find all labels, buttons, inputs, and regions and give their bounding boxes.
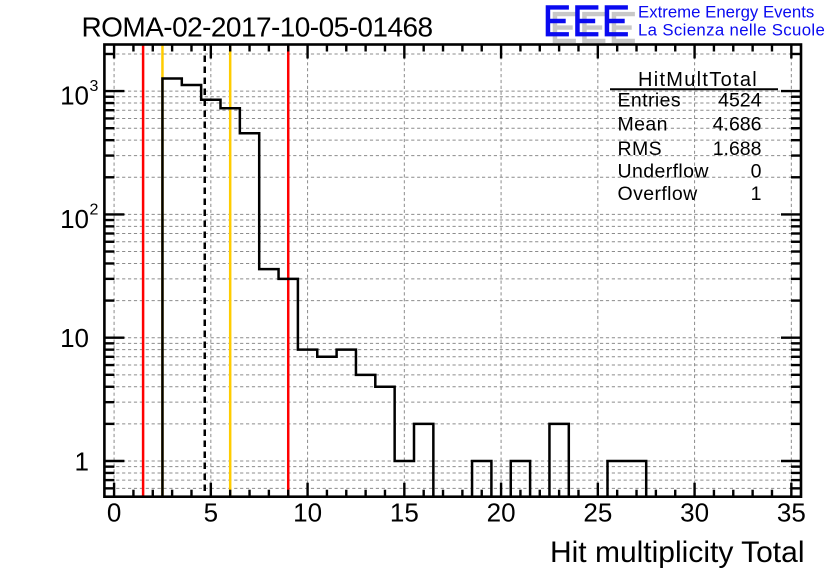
svg-text:0: 0	[107, 498, 121, 528]
svg-text:15: 15	[390, 498, 419, 528]
svg-text:Entries: Entries	[618, 90, 682, 112]
svg-text:25: 25	[583, 498, 612, 528]
svg-text:Underflow: Underflow	[618, 161, 710, 183]
svg-text:1: 1	[751, 183, 762, 205]
svg-text:20: 20	[487, 498, 516, 528]
svg-text:35: 35	[777, 498, 806, 528]
svg-text:30: 30	[680, 498, 709, 528]
svg-text:2: 2	[90, 201, 99, 218]
svg-text:10: 10	[293, 498, 322, 528]
svg-text:4.686: 4.686	[713, 114, 762, 136]
svg-text:La Scienza nelle Scuole: La Scienza nelle Scuole	[638, 21, 825, 40]
svg-text:10: 10	[60, 323, 89, 353]
svg-text:0: 0	[751, 161, 762, 183]
svg-text:Hit multiplicity Total: Hit multiplicity Total	[550, 536, 805, 569]
svg-text:RMS: RMS	[618, 138, 663, 160]
svg-text:4524: 4524	[718, 90, 762, 112]
svg-text:Overflow: Overflow	[618, 183, 699, 205]
svg-text:ROMA-02-2017-10-05-01468: ROMA-02-2017-10-05-01468	[82, 11, 433, 42]
svg-text:1.688: 1.688	[713, 138, 762, 160]
svg-text:1: 1	[75, 446, 89, 476]
svg-text:10: 10	[60, 81, 89, 111]
svg-text:Mean: Mean	[618, 114, 668, 136]
svg-text:3: 3	[90, 78, 99, 95]
svg-text:5: 5	[204, 498, 218, 528]
svg-text:Extreme Energy Events: Extreme Energy Events	[638, 3, 814, 22]
svg-text:10: 10	[60, 204, 89, 234]
svg-text:HitMultTotal: HitMultTotal	[638, 69, 758, 91]
